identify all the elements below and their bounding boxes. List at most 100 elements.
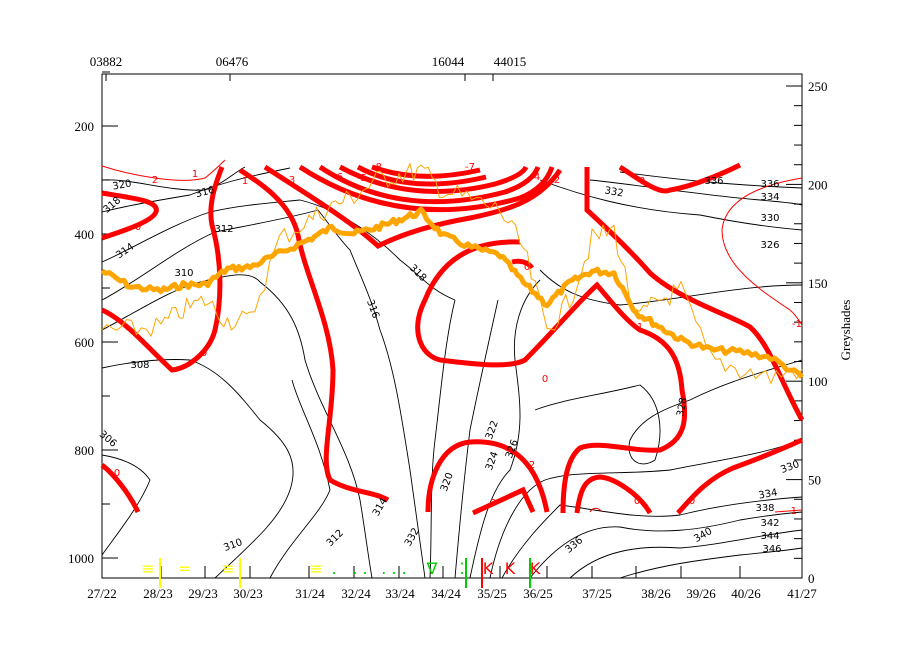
isentrope-label: 316	[364, 298, 381, 320]
y-tick-label: 600	[75, 335, 95, 350]
isentrope-label: 334	[760, 192, 779, 203]
right-tick-label: 100	[808, 374, 828, 389]
isentrope-label: 312	[325, 528, 346, 549]
station-label: 03882	[90, 54, 123, 69]
x-tick-label: 28/23	[143, 586, 173, 601]
x-tick-label: 39/26	[686, 586, 716, 601]
axis-ticks: 27/22 28/23 29/23 30/23 31/24 32/24 33/24 34/24…	[68, 54, 828, 601]
front-label: -5	[357, 173, 367, 184]
greyshades-thin-line	[101, 163, 803, 384]
y-tick-label: 800	[75, 443, 95, 458]
weather-symbol: ≡	[141, 559, 154, 578]
right-axis-title: Greyshades	[838, 300, 853, 361]
isentrope-label: 306	[97, 429, 119, 450]
front-label: 0	[201, 348, 207, 359]
front-label: 0	[689, 496, 695, 507]
greyshades-series	[100, 163, 804, 384]
weather-symbol: ⁚	[459, 559, 464, 578]
x-tick-label: 33/24	[385, 586, 415, 601]
x-tick-label: 32/24	[341, 586, 371, 601]
right-tick-label: 150	[808, 276, 828, 291]
right-tick-label: 200	[808, 177, 828, 192]
front-label: -8	[372, 162, 382, 173]
plot-frame	[101, 73, 803, 579]
isentrope-label: 342	[760, 518, 779, 529]
weather-symbol: K	[505, 559, 516, 578]
right-tick-label: 0	[808, 571, 815, 586]
isentrope-label: 324	[484, 450, 501, 472]
x-tick-label: 36/25	[523, 586, 553, 601]
front-contours	[100, 162, 805, 516]
weather-symbol: . . .	[381, 559, 406, 578]
isentrope-label: 334	[758, 487, 779, 501]
isentrope-label: 308	[130, 360, 149, 371]
isentrope-label: 310	[174, 268, 193, 279]
thin-front-contours	[101, 159, 803, 513]
front-label: -6	[333, 172, 343, 183]
front-label: -1	[787, 506, 797, 517]
isentrope-label: 346	[762, 544, 781, 555]
front-label: 0	[639, 176, 645, 187]
front-label: 0	[634, 496, 640, 507]
x-tick-label: 38/26	[641, 586, 671, 601]
x-tick-label: 31/24	[295, 586, 325, 601]
isentrope-label: 336	[704, 176, 723, 187]
weather-symbol: . .	[352, 559, 367, 578]
isentrope-label: 326	[760, 240, 779, 251]
x-tick-label: 30/23	[233, 586, 263, 601]
isentrope-label: 328	[675, 397, 689, 418]
station-label: 06476	[216, 54, 249, 69]
front-label: 3	[289, 175, 295, 186]
isentrope-contours	[101, 166, 803, 579]
right-tick-label: 50	[808, 473, 821, 488]
isentrope-label: 336	[760, 179, 779, 190]
front-label: 2	[529, 460, 535, 471]
front-label: 2	[152, 175, 158, 186]
x-tick-label: 29/23	[188, 586, 218, 601]
front-label: 1	[637, 322, 643, 333]
weather-symbol: ≡	[309, 559, 322, 578]
weather-symbol: K	[483, 559, 494, 578]
front-label: 1	[192, 169, 198, 180]
isentrope-label: 320	[439, 471, 456, 493]
station-label: 16044	[432, 54, 465, 69]
right-tick-label: 250	[808, 79, 828, 94]
x-tick-label: 35/25	[477, 586, 507, 601]
isentrope-label: 332	[604, 185, 625, 199]
isentrope-label: 344	[760, 531, 779, 542]
y-tick-label: 1000	[68, 551, 94, 566]
weather-symbol: ∇	[426, 559, 438, 578]
x-tick-label: 27/22	[87, 586, 117, 601]
isentrope-label: 310	[222, 537, 244, 554]
weather-symbol: K	[530, 559, 541, 578]
weather-symbol: =	[178, 559, 191, 578]
y-tick-label: 400	[75, 227, 95, 242]
x-tick-label: 41/27	[787, 586, 817, 601]
front-label: 2	[554, 175, 560, 186]
isentrope-label: 312	[214, 224, 233, 235]
greyshades-thick-line	[100, 206, 804, 379]
front-label: 1	[242, 176, 248, 187]
front-label: -7	[465, 162, 475, 173]
y-tick-label: 200	[75, 119, 95, 134]
front-label: 0	[114, 468, 120, 479]
front-label: 4	[534, 172, 540, 183]
weather-symbols: ≡ = ≡ ≡.. .. . . ∇ ⁚ K K K	[141, 558, 541, 588]
isentrope-label: 336	[563, 535, 585, 556]
front-label: -1	[792, 319, 802, 330]
front-label: 0	[524, 262, 530, 273]
weather-symbol: ≡	[221, 559, 234, 578]
isentrope-label: 330	[760, 213, 779, 224]
isentrope-label: 330	[779, 459, 801, 476]
isentrope-label: 320	[112, 178, 133, 192]
station-label: 44015	[494, 54, 527, 69]
isentrope-label: 338	[755, 503, 774, 514]
x-tick-label: 34/24	[431, 586, 461, 601]
front-label: 0	[135, 222, 141, 233]
x-tick-label: 40/26	[731, 586, 761, 601]
isentrope-label: 316	[194, 185, 215, 201]
weather-symbol: .	[331, 559, 336, 578]
front-label: 3	[490, 498, 496, 509]
front-label: 0	[542, 374, 548, 385]
